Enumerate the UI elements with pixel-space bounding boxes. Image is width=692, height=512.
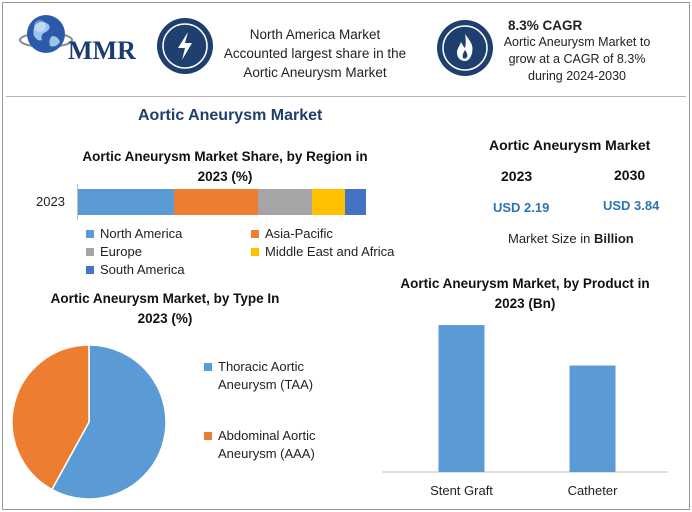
logo: MMR [12, 10, 142, 65]
header-right-line1: Aortic Aneurysm Market to [503, 35, 651, 49]
pie-slice-abdominal-aortic-aneurysm-aaa [11, 344, 90, 491]
legend-swatch [251, 229, 259, 238]
product-tick-label: Stent Graft [430, 483, 493, 498]
header-right-text: 8.3% CAGR Aortic Aneurysm Market to grow… [492, 17, 662, 85]
market-size-caption: Market Size in Billion [508, 231, 634, 246]
legend-label: South America [100, 262, 185, 277]
legend-swatch [251, 247, 259, 256]
legend-item-south-america: South America [86, 262, 185, 277]
market-size-value-2030: USD 3.84 [603, 198, 660, 213]
legend-item-north-america: North America [86, 226, 182, 241]
lightning-icon-badge [157, 18, 213, 74]
legend-swatch [86, 265, 94, 274]
header-divider [6, 96, 686, 97]
market-size-value-2023: USD 2.19 [493, 200, 550, 215]
legend-swatch [86, 247, 94, 256]
pie-legend-aaa: Abdominal Aortic Aneurysm (AAA) [204, 427, 316, 463]
legend-swatch [204, 363, 212, 371]
legend-label: North America [100, 226, 183, 241]
globe-icon [19, 15, 73, 53]
flame-icon [442, 25, 488, 71]
cagr-title: 8.3% CAGR [508, 18, 583, 33]
header-left-line3: Aortic Aneurysm Market [243, 65, 387, 80]
type-chart-title: Aortic Aneurysm Market, by Type In 2023 … [30, 289, 300, 329]
type-chart-title-line1: Aortic Aneurysm Market, by Type In [50, 291, 280, 306]
legend-label: Europe [100, 244, 142, 259]
lightning-icon [162, 23, 208, 69]
region-chart-title: Aortic Aneurysm Market Share, by Region … [40, 147, 410, 187]
region-bar-segment-europe [258, 189, 312, 215]
product-bar-stent-graft [438, 325, 485, 472]
market-size-caption-prefix: Market Size in [508, 231, 591, 246]
market-size-caption-unit: Billion [594, 231, 634, 246]
legend-item-europe: Europe [86, 244, 142, 259]
product-bar-chart: Stent Graft Catheter [382, 325, 668, 498]
legend-label: Asia-Pacific [265, 226, 333, 241]
header-left-text: North America Market Accounted largest s… [212, 25, 418, 82]
region-bar-segment-asia-pacific [174, 189, 258, 215]
pie-legend-taa: Thoracic Aortic Aneurysm (TAA) [204, 358, 313, 394]
market-size-year-2030: 2030 [614, 167, 646, 183]
pie-legend-taa-line1: Thoracic Aortic [218, 359, 304, 374]
region-chart-axis [77, 184, 78, 220]
header-right-line3: during 2024-2030 [528, 69, 626, 83]
pie-legend-taa-line2: Aneurysm (TAA) [218, 377, 314, 392]
region-chart-title-line1: Aortic Aneurysm Market Share, by Region … [82, 149, 368, 164]
header-left-line1: North America Market [249, 27, 381, 42]
market-size-year-2023: 2023 [501, 168, 533, 184]
type-pie-chart [11, 344, 167, 500]
legend-swatch [86, 229, 94, 238]
product-tick-label: Catheter [568, 483, 619, 498]
header-right-line2: grow at a CAGR of 8.3% [508, 52, 646, 66]
legend-swatch [204, 432, 212, 440]
product-bar-catheter [569, 365, 616, 472]
region-bar-segment-middle-east-and-africa [312, 189, 345, 215]
product-chart-title-line1: Aortic Aneurysm Market, by Product in [400, 276, 650, 291]
legend-label: Middle East and Africa [265, 244, 395, 259]
pie-legend-aaa-line1: Abdominal Aortic [218, 428, 316, 443]
product-chart-title-line2: 2023 (Bn) [494, 296, 556, 311]
logo-text: MMR [68, 36, 136, 65]
region-chart-category-label: 2023 [36, 194, 65, 209]
pie-legend-aaa-line2: Aneurysm (AAA) [218, 446, 315, 461]
product-chart-title: Aortic Aneurysm Market, by Product in 20… [380, 274, 670, 314]
legend-item-middle-east-africa: Middle East and Africa [251, 244, 394, 259]
pie-slice-thoracic-aortic-aneurysm-taa [50, 344, 167, 500]
region-stacked-bar [78, 189, 366, 215]
type-chart-title-line2: 2023 (%) [137, 311, 193, 326]
market-size-title: Aortic Aneurysm Market [489, 137, 651, 153]
flame-icon-badge [437, 20, 493, 76]
main-title: Aortic Aneurysm Market [138, 107, 323, 124]
region-chart-title-line2: 2023 (%) [197, 169, 253, 184]
region-bar-segment-south-america [345, 189, 366, 215]
header-left-line2: Accounted largest share in the [223, 46, 407, 61]
legend-item-asia-pacific: Asia-Pacific [251, 226, 333, 241]
region-bar-segment-north-america [78, 189, 174, 215]
